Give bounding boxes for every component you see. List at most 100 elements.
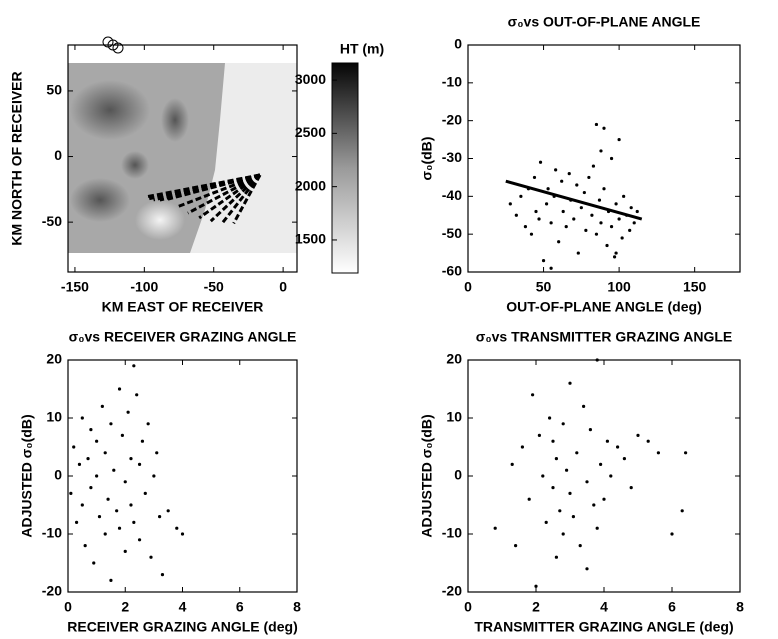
- point: [519, 195, 522, 198]
- point: [596, 358, 599, 361]
- point: [161, 573, 164, 576]
- point: [621, 236, 624, 239]
- point: [86, 457, 89, 460]
- colorbar-tick-label: 3000: [295, 71, 326, 87]
- point: [112, 469, 115, 472]
- x-tick-label: 0: [464, 279, 472, 295]
- point: [95, 440, 98, 443]
- point: [589, 428, 592, 431]
- point: [534, 585, 537, 588]
- point: [132, 521, 135, 524]
- y-tick-label: -30: [442, 149, 462, 165]
- point: [72, 445, 75, 448]
- point: [590, 214, 593, 217]
- y-tick-label: 0: [54, 467, 62, 483]
- point: [583, 191, 586, 194]
- point: [155, 451, 158, 454]
- point: [592, 164, 595, 167]
- point: [618, 138, 621, 141]
- x-axis-label: TRANSMITTER GRAZING ANGLE (deg): [474, 619, 733, 635]
- point: [610, 225, 613, 228]
- point: [572, 217, 575, 220]
- point: [515, 214, 518, 217]
- y-tick-label: 20: [46, 351, 62, 367]
- point: [541, 474, 544, 477]
- point: [538, 434, 541, 437]
- point: [605, 244, 608, 247]
- y-tick-label: 50: [46, 82, 62, 98]
- point: [539, 161, 542, 164]
- y-tick-label: -50: [42, 213, 62, 229]
- point: [614, 202, 617, 205]
- point: [109, 422, 112, 425]
- point: [106, 498, 109, 501]
- y-tick-label: 10: [46, 409, 62, 425]
- point: [89, 428, 92, 431]
- point: [548, 416, 551, 419]
- point: [534, 210, 537, 213]
- point: [167, 509, 170, 512]
- y-tick-label: 0: [454, 467, 462, 483]
- point: [181, 532, 184, 535]
- point: [592, 503, 595, 506]
- point: [610, 157, 613, 160]
- point: [555, 457, 558, 460]
- x-tick-label: 100: [607, 279, 631, 295]
- point: [636, 434, 639, 437]
- point: [587, 176, 590, 179]
- y-tick-label: -10: [442, 74, 462, 90]
- point: [531, 393, 534, 396]
- point: [595, 233, 598, 236]
- point: [92, 561, 95, 564]
- point: [572, 515, 575, 518]
- point: [533, 176, 536, 179]
- point: [618, 217, 621, 220]
- x-tick-label: 4: [179, 599, 187, 615]
- point: [138, 538, 141, 541]
- point: [647, 440, 650, 443]
- point: [582, 405, 585, 408]
- point: [124, 550, 127, 553]
- point: [599, 149, 602, 152]
- point: [511, 463, 514, 466]
- figure: -150-100-500500-50KM EAST OF RECEIVERKM …: [0, 0, 778, 639]
- x-tick-label: 2: [121, 599, 129, 615]
- point: [613, 255, 616, 258]
- point: [546, 187, 549, 190]
- point: [616, 445, 619, 448]
- y-tick-label: 10: [446, 409, 462, 425]
- point: [684, 451, 687, 454]
- colorbar: [332, 63, 358, 273]
- point: [545, 521, 548, 524]
- point: [681, 509, 684, 512]
- x-tick-label: -100: [130, 279, 158, 295]
- chart-title: σ₀vs TRANSMITTER GRAZING ANGLE: [476, 329, 732, 345]
- x-tick-label: 2: [532, 599, 540, 615]
- point: [584, 229, 587, 232]
- point: [135, 393, 138, 396]
- point: [555, 556, 558, 559]
- point: [78, 463, 81, 466]
- point: [537, 217, 540, 220]
- y-axis-label: ADJUSTED σ₀(dB): [419, 414, 435, 537]
- point: [599, 463, 602, 466]
- x-tick-label: 6: [668, 599, 676, 615]
- point: [622, 195, 625, 198]
- y-tick-label: -20: [42, 583, 62, 599]
- point: [124, 480, 127, 483]
- point: [132, 364, 135, 367]
- point: [75, 521, 78, 524]
- x-tick-label: 6: [236, 599, 244, 615]
- point: [551, 486, 554, 489]
- x-tick-label: 50: [536, 279, 552, 295]
- point: [636, 210, 639, 213]
- point: [509, 202, 512, 205]
- y-tick-label: -20: [442, 583, 462, 599]
- x-tick-label: -50: [204, 279, 224, 295]
- point: [551, 440, 554, 443]
- point: [528, 498, 531, 501]
- point: [670, 532, 673, 535]
- point: [175, 527, 178, 530]
- y-tick-label: -40: [442, 187, 462, 203]
- x-tick-label: 0: [64, 599, 72, 615]
